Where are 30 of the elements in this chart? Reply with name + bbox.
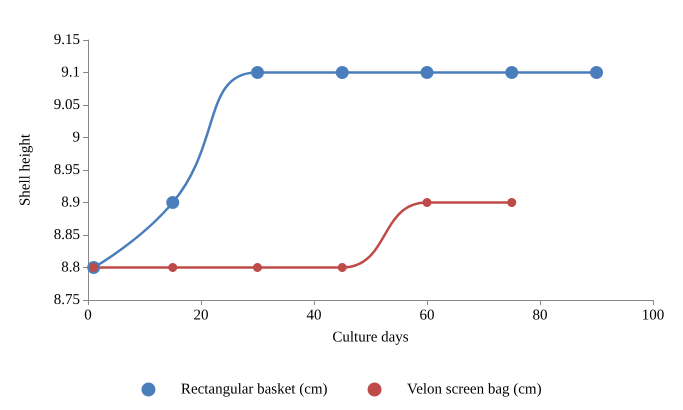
x-tick-label: 80 <box>532 308 548 324</box>
point <box>505 66 518 79</box>
point <box>338 263 347 272</box>
x-tick-label: 20 <box>194 308 208 324</box>
y-tick-label: 8.75 <box>54 292 80 308</box>
legend-label: Rectangular basket (cm) <box>180 382 328 398</box>
y-axis-title: Shell height <box>18 133 34 206</box>
x-tick-label: 60 <box>420 308 434 324</box>
y-tick-label: 8.8 <box>61 260 80 276</box>
y-tick-label: 9.15 <box>54 32 80 48</box>
point <box>590 66 603 79</box>
point <box>251 66 264 79</box>
x-tick-label: 100 <box>642 308 664 324</box>
point <box>166 196 180 209</box>
point <box>253 263 262 272</box>
point <box>168 263 178 272</box>
x-axis-title: Culture days <box>332 330 409 346</box>
y-tick-label: 9 <box>72 130 80 146</box>
legend-label: Velon screen bag (cm) <box>407 382 542 398</box>
y-tick-label: 8.95 <box>54 162 80 178</box>
x-tick-label: 40 <box>306 308 322 324</box>
x-tick-label: 0 <box>84 308 92 324</box>
point <box>422 198 432 207</box>
point <box>336 66 349 79</box>
y-tick-label: 8.85 <box>54 227 80 243</box>
y-tick-label: 8.9 <box>61 194 80 210</box>
point <box>420 66 434 79</box>
point <box>507 198 516 207</box>
y-tick-label: 9.1 <box>61 64 80 80</box>
y-tick-label: 9.05 <box>54 97 80 113</box>
